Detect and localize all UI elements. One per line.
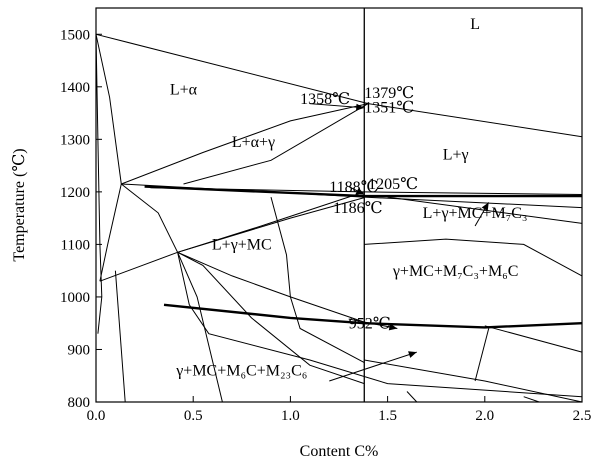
y-axis-label: Temperature (℃) [11,148,28,261]
x-tick-label: 2.0 [475,408,494,424]
region-label-5: L+γ+MC+M₇C₃ [423,205,528,222]
annotation-arrow-3 [329,351,417,382]
region-label-6: γ+MC+M₇C₃+M₆C [392,263,519,280]
temperature-label-1: 1358℃ [300,91,350,108]
phase-boundary-13 [114,270,126,403]
region-label-4: L+γ+MC [212,237,272,254]
annotation-arrows [309,103,490,382]
phase-boundary-12 [177,251,365,323]
phase-boundary-7 [387,196,583,224]
temperature-label-0: 1379℃ [364,85,414,102]
y-axis-ticks: 800 900 1000 1100 1200 1300 1400 1500 [60,27,102,411]
y-tick-label: 1500 [60,27,90,43]
annotation-arrow-2 [474,202,490,227]
phase-boundary-21 [523,396,540,403]
x-tick-label: 0.5 [184,408,203,424]
plot-frame [95,7,583,403]
phase-boundary-2 [95,34,103,334]
phase-boundary-4 [183,103,369,185]
x-tick-label: 1.0 [281,408,300,424]
x-tick-label: 0.0 [87,408,106,424]
region-label-3: L+γ [443,146,469,163]
y-tick-label: 900 [68,342,91,358]
y-tick-label: 1300 [60,132,90,148]
phase-boundary-19 [484,325,583,353]
temperature-label-3: 1188℃ [329,179,378,196]
y-tick-label: 800 [68,395,91,411]
y-tick-label: 1100 [61,237,90,253]
phase-boundary-20 [406,391,418,403]
region-label-7: γ+MC+M₆C+M₂₃C₆ [175,363,307,380]
x-tick-label: 1.5 [378,408,397,424]
phase-boundary-18 [474,328,490,382]
x-axis-label: Content C% [300,443,379,460]
phase-boundary-22 [364,238,583,277]
temperature-label-4: 1205℃ [368,176,418,193]
x-tick-label: 2.5 [573,408,592,424]
phase-boundary-3 [121,103,369,185]
region-label-0: L [470,16,480,33]
phase-boundary-17 [364,359,583,403]
annotation-arrow-4 [348,318,398,331]
phase-boundary-14 [177,252,583,398]
y-tick-label: 1200 [60,185,90,201]
temperature-label-5: 1186℃ [333,200,382,217]
region-label-2: L+α+γ [232,134,275,151]
y-tick-label: 1000 [60,290,90,306]
region-label-1: L+α [170,82,198,99]
annotation-arrow-0 [309,103,365,111]
y-tick-label: 1400 [60,80,90,96]
phase-boundary-10 [99,197,365,282]
temperature-label-6: 952℃ [349,315,391,332]
temperature-label-2: 1351℃ [364,100,414,117]
x-axis-ticks: 0.0 0.5 1.0 1.5 2.0 2.5 [87,396,592,424]
annotation-arrow-1 [348,186,365,195]
phase-region-labels: L L+α L+α+γ L+γ L+γ+MC L+γ+MC+M₇C₃ γ+MC+M₇C₃+M… [170,16,528,380]
phase-boundaries [95,33,583,403]
phase-boundary-11 [177,191,365,253]
phase-boundary-16 [270,196,365,364]
phase-boundary-1 [95,34,122,185]
phase-boundary-9 [99,183,122,282]
phase-boundary-15 [177,251,365,385]
